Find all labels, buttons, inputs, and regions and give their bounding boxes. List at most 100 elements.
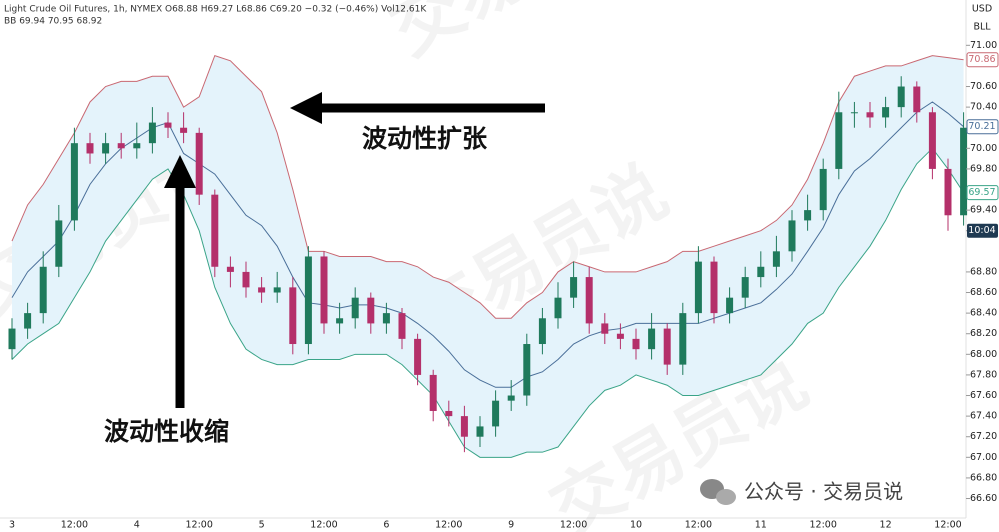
candle-body bbox=[788, 220, 796, 252]
candle-body bbox=[429, 374, 437, 411]
candle-body bbox=[913, 86, 921, 113]
candle-body bbox=[772, 251, 780, 267]
candle-body bbox=[242, 271, 250, 288]
y-tick-label: 71.00 bbox=[970, 40, 997, 51]
candle-body bbox=[180, 127, 188, 133]
candle-body bbox=[8, 328, 16, 350]
candle-body bbox=[538, 318, 546, 345]
x-tick-label: 5 bbox=[259, 520, 265, 531]
x-tick-label: 6 bbox=[383, 520, 389, 531]
candle-body bbox=[928, 112, 936, 169]
candle-body bbox=[866, 112, 874, 118]
candle-body bbox=[304, 256, 312, 345]
band-fill bbox=[12, 55, 964, 458]
price-tag-label: 69.57 bbox=[968, 187, 995, 198]
candle-body bbox=[726, 297, 734, 314]
candle-body bbox=[382, 313, 390, 324]
candle-body bbox=[414, 338, 422, 375]
candle-body bbox=[741, 277, 749, 298]
unit-label: BLL bbox=[973, 22, 991, 33]
candle-body bbox=[897, 86, 905, 108]
candle-body bbox=[835, 112, 843, 169]
candle-body bbox=[351, 297, 359, 319]
price-tag-label: 70.21 bbox=[968, 121, 995, 132]
x-tick-label: 12:00 bbox=[685, 520, 712, 531]
candle-body bbox=[195, 132, 203, 195]
countdown-label: 10:04 bbox=[968, 225, 995, 236]
y-tick-label: 67.60 bbox=[970, 390, 997, 401]
candle-body bbox=[258, 287, 266, 293]
x-tick-label: 12:00 bbox=[61, 520, 88, 531]
chart-title: Light Crude Oil Futures, 1h, NYMEX O68.8… bbox=[4, 5, 427, 15]
candle-body bbox=[102, 143, 110, 154]
candle-body bbox=[585, 277, 593, 324]
y-tick-label: 68.80 bbox=[970, 266, 997, 277]
candle-body bbox=[694, 261, 702, 314]
y-tick-label: 70.60 bbox=[970, 81, 997, 92]
candle-body bbox=[289, 287, 297, 345]
price-tag-label: 70.86 bbox=[968, 54, 995, 65]
candle-body bbox=[476, 426, 484, 437]
x-tick-label: 11 bbox=[755, 520, 767, 531]
candle-body bbox=[398, 313, 406, 339]
y-tick-label: 66.60 bbox=[970, 493, 997, 504]
brand: 公众号 · 交易员说 bbox=[700, 479, 903, 505]
y-tick-label: 67.20 bbox=[970, 431, 997, 442]
x-tick-label: 9 bbox=[508, 520, 514, 531]
candle-body bbox=[211, 194, 219, 267]
y-tick-label: 68.20 bbox=[970, 328, 997, 339]
price-tag bbox=[966, 185, 999, 201]
candle-body bbox=[804, 210, 812, 221]
band-lower bbox=[11, 147, 965, 458]
x-tick-label: 12:00 bbox=[810, 520, 837, 531]
y-tick-label: 67.00 bbox=[970, 452, 997, 463]
x-tick-label: 4 bbox=[134, 520, 140, 531]
candle-body bbox=[86, 143, 94, 154]
candle-body bbox=[117, 143, 125, 149]
candle-body bbox=[273, 287, 281, 293]
candle-body bbox=[570, 277, 578, 298]
candle-body bbox=[710, 261, 718, 314]
candle-body bbox=[882, 107, 890, 118]
y-tick-label: 67.40 bbox=[970, 411, 997, 422]
candle-body bbox=[367, 297, 375, 324]
y-tick-label: 67.80 bbox=[970, 369, 997, 380]
y-tick-label: 66.80 bbox=[970, 472, 997, 483]
candle-body bbox=[445, 410, 453, 417]
candle-body bbox=[554, 297, 562, 319]
contraction-annotation: 波动性收缩 bbox=[104, 155, 229, 446]
candle-body bbox=[507, 395, 515, 401]
y-tick-label: 70.00 bbox=[970, 143, 997, 154]
x-tick-label: 12:00 bbox=[435, 520, 462, 531]
candle-body bbox=[492, 400, 500, 427]
candle-body bbox=[679, 313, 687, 365]
candle-body bbox=[39, 266, 47, 314]
candle-body bbox=[663, 328, 671, 365]
y-tick-label: 68.40 bbox=[970, 308, 997, 319]
candle-body bbox=[460, 416, 468, 437]
currency-label: USD bbox=[972, 4, 992, 15]
plot-area bbox=[8, 54, 968, 458]
candle-body bbox=[648, 328, 656, 350]
candle-body bbox=[616, 333, 624, 339]
band-upper bbox=[11, 54, 964, 319]
y-tick-label: 68.60 bbox=[970, 287, 997, 298]
countdown-tag bbox=[967, 223, 998, 238]
price-tag bbox=[966, 52, 999, 68]
x-tick-label: 12:00 bbox=[934, 520, 961, 531]
arrow-head bbox=[164, 155, 196, 188]
x-tick-label: 12:00 bbox=[186, 520, 213, 531]
x-tick-label: 10 bbox=[630, 520, 642, 531]
candle-body bbox=[133, 143, 141, 149]
candle-body bbox=[70, 143, 78, 221]
annotation: 波动性扩张 bbox=[362, 124, 488, 153]
candle-body bbox=[601, 323, 609, 334]
arrow-head bbox=[290, 92, 322, 124]
y-tick-label: 68.00 bbox=[970, 349, 997, 360]
candle-body bbox=[523, 344, 531, 396]
y-tick-label: 70.40 bbox=[970, 102, 997, 113]
x-tick-label: 12 bbox=[880, 520, 892, 531]
x-tick-label: 3 bbox=[9, 520, 15, 531]
candle-body bbox=[24, 313, 32, 329]
candle-body bbox=[819, 168, 827, 211]
